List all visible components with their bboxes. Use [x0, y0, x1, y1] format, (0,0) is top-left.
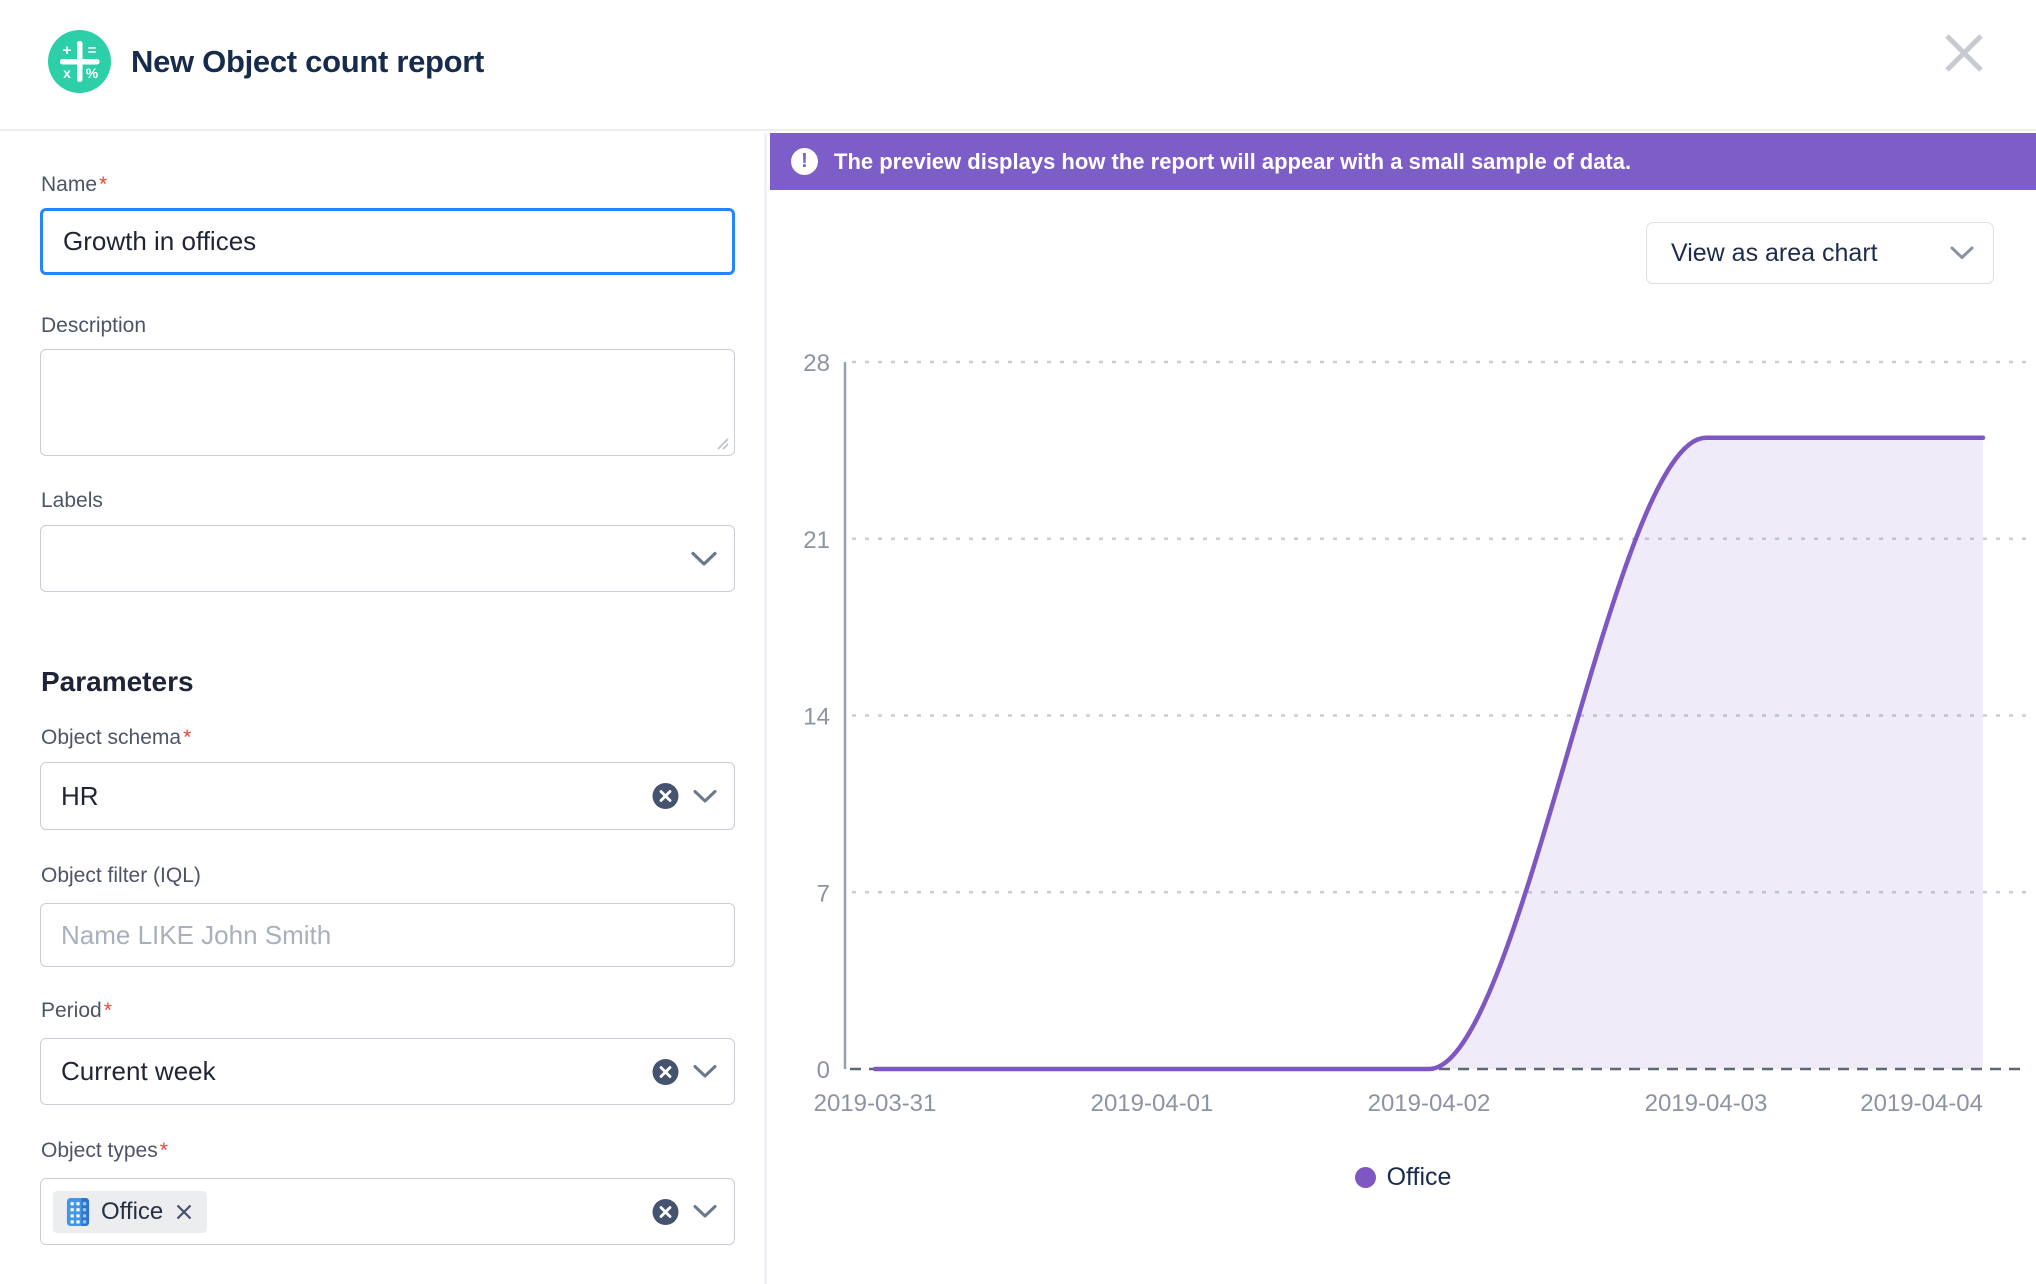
parameters-heading: Parameters — [41, 666, 194, 697]
svg-text:7: 7 — [817, 880, 830, 907]
preview-chart: 0 7 14 21 28 2019-03-31 2019-04-01 2019-04-02 20… — [803, 350, 2026, 1117]
dialog-header: + = x % New Object count report — [0, 0, 2036, 131]
svg-text:+: + — [63, 42, 72, 59]
report-preview: ! The preview displays how the report wi… — [770, 133, 2036, 1284]
page-title: New Object count report — [131, 44, 485, 79]
view-as-dropdown[interactable]: View as area chart — [1646, 222, 1994, 284]
name-value: Growth in offices — [63, 226, 257, 256]
description-textarea[interactable] — [40, 349, 735, 456]
svg-text:2019-04-01: 2019-04-01 — [1091, 1090, 1214, 1117]
banner-text: The preview displays how the report will… — [834, 148, 1632, 174]
labels-label: Labels — [41, 489, 103, 512]
chevron-down-icon[interactable] — [692, 788, 718, 804]
calculator-icon: + = x % — [48, 30, 111, 93]
labels-select[interactable] — [40, 525, 735, 592]
chevron-down-icon[interactable] — [1949, 245, 1975, 261]
period-value: Current week — [61, 1056, 216, 1086]
building-icon — [66, 1197, 90, 1226]
svg-text:2019-04-02: 2019-04-02 — [1368, 1090, 1491, 1117]
object-type-tag[interactable]: Office — [53, 1190, 208, 1233]
svg-text:28: 28 — [803, 350, 830, 377]
resize-handle-icon[interactable] — [716, 437, 730, 451]
name-input[interactable]: Growth in offices — [40, 208, 735, 275]
required-marker: * — [99, 173, 108, 196]
chart-legend[interactable]: Office — [770, 1163, 2036, 1192]
object-filter-label: Object filter (IQL) — [41, 864, 201, 887]
preview-info-banner: ! The preview displays how the report wi… — [770, 133, 2036, 190]
info-icon: ! — [791, 148, 818, 175]
clear-icon[interactable] — [652, 1058, 679, 1085]
svg-text:0: 0 — [817, 1057, 830, 1084]
svg-text:14: 14 — [803, 704, 830, 731]
chevron-down-icon[interactable] — [690, 550, 718, 567]
svg-text:21: 21 — [803, 527, 830, 554]
svg-text:2019-04-04: 2019-04-04 — [1860, 1090, 1983, 1117]
view-as-value: View as area chart — [1671, 238, 1878, 267]
clear-icon[interactable] — [652, 783, 679, 810]
svg-text:%: % — [86, 65, 99, 81]
object-schema-label: Object schema* — [41, 726, 192, 749]
legend-label[interactable]: Office — [1386, 1163, 1452, 1191]
svg-text:2019-03-31: 2019-03-31 — [814, 1090, 937, 1117]
remove-tag-icon[interactable] — [174, 1202, 194, 1222]
object-types-select[interactable]: Office — [40, 1178, 735, 1245]
description-label: Description — [41, 314, 147, 337]
legend-dot-icon[interactable] — [1354, 1167, 1376, 1188]
close-icon[interactable] — [1936, 25, 1992, 81]
chevron-down-icon[interactable] — [692, 1204, 718, 1220]
object-type-tag-label: Office — [101, 1197, 164, 1225]
svg-text:=: = — [88, 42, 97, 59]
name-label: Name* — [41, 173, 108, 196]
svg-text:x: x — [63, 65, 71, 81]
object-filter-input[interactable] — [40, 903, 735, 967]
clear-icon[interactable] — [652, 1198, 679, 1225]
chevron-down-icon[interactable] — [692, 1064, 718, 1080]
object-types-label: Object types* — [41, 1139, 168, 1162]
svg-text:2019-04-03: 2019-04-03 — [1645, 1090, 1768, 1117]
object-schema-value: HR — [61, 780, 99, 811]
object-schema-select[interactable]: HR — [40, 762, 735, 830]
period-select[interactable]: Current week — [40, 1038, 735, 1105]
report-form: Name* Growth in offices Description Labe… — [0, 133, 767, 1284]
text-caret — [259, 225, 261, 259]
period-label: Period* — [41, 999, 112, 1022]
